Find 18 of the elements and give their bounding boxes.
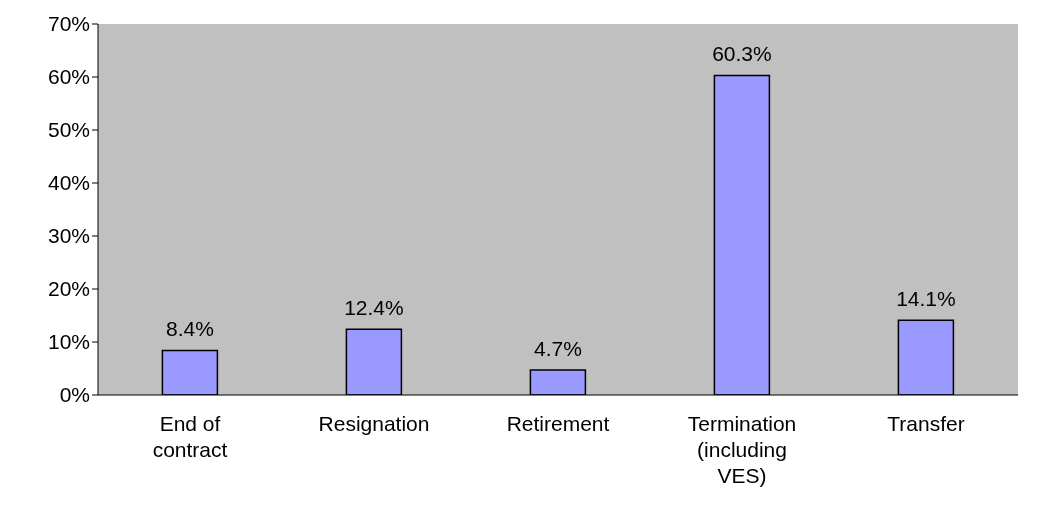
data-label: 4.7% xyxy=(533,337,582,361)
y-tick-label: 10% xyxy=(47,330,90,354)
y-tick-label: 20% xyxy=(47,277,90,301)
x-tick-label: Retirement xyxy=(506,412,610,435)
y-tick-label: 0% xyxy=(59,383,90,407)
data-label: 12.4% xyxy=(344,296,404,320)
y-tick-label: 60% xyxy=(47,65,90,89)
x-tick-label: End of contract xyxy=(152,412,228,461)
y-tick-label: 50% xyxy=(47,118,90,142)
data-label: 8.4% xyxy=(165,317,214,341)
x-tick-label: Transfer xyxy=(887,412,965,435)
data-label: 14.1% xyxy=(896,287,956,311)
x-tick-label: Resignation xyxy=(318,412,430,435)
data-label: 60.3% xyxy=(712,42,772,66)
y-tick-label: 70% xyxy=(47,12,90,36)
y-tick-label: 40% xyxy=(47,171,90,195)
y-tick-label: 30% xyxy=(47,224,90,248)
x-tick-label: Termination (including VES) xyxy=(687,412,797,487)
